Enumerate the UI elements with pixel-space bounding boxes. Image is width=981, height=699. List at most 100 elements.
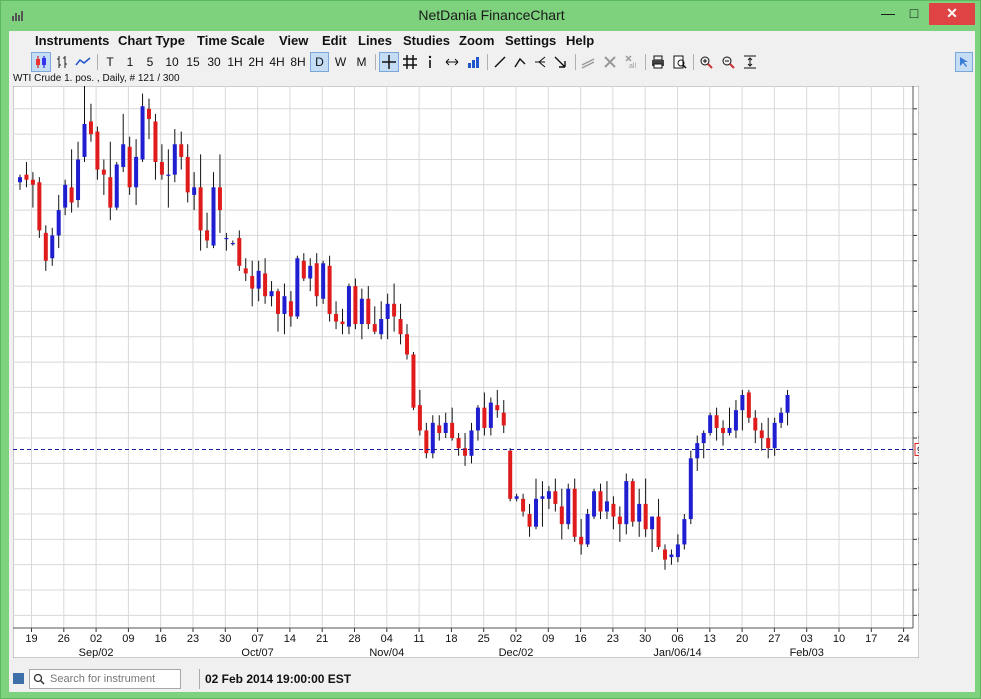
trend-up-button[interactable]: [511, 52, 529, 72]
grid-button[interactable]: [401, 52, 419, 72]
candle-body: [675, 544, 680, 558]
line-chart-button[interactable]: [73, 52, 93, 72]
candle-body: [592, 491, 597, 517]
y-tick-label: 99.0000: [918, 383, 919, 394]
grid-icon: [403, 55, 417, 69]
timescale-4h-button[interactable]: 4H: [269, 55, 285, 69]
timescale-15-button[interactable]: 15: [186, 55, 200, 69]
delete-button[interactable]: [601, 52, 619, 72]
print-preview-button[interactable]: [671, 52, 689, 72]
volume-button[interactable]: [465, 52, 483, 72]
candle-body: [443, 422, 448, 433]
candle-body: [695, 443, 700, 459]
candle-body: [321, 263, 326, 299]
zoom-out-button[interactable]: [719, 52, 737, 72]
print-button[interactable]: [649, 52, 667, 72]
candle-body: [527, 514, 532, 527]
menu-zoom[interactable]: Zoom: [459, 33, 495, 48]
y-tick-label: 106.0000: [918, 206, 919, 217]
candle-body: [437, 425, 442, 433]
timescale-2h-button[interactable]: 2H: [248, 55, 264, 69]
candlestick-button[interactable]: [31, 52, 51, 72]
zoom-in-button[interactable]: [697, 52, 715, 72]
toolbar-separator: [375, 54, 376, 70]
menu-view[interactable]: View: [279, 33, 309, 48]
candle-body: [140, 106, 145, 160]
candle-body: [430, 422, 435, 454]
toolbar-separator: [693, 54, 694, 70]
toolbar-separator: [575, 54, 576, 70]
crosshair-button[interactable]: [379, 52, 399, 72]
fork-button[interactable]: [531, 52, 549, 72]
app-logo-icon: [12, 11, 23, 21]
candle-body: [740, 394, 745, 411]
x-tick-label: 24: [897, 633, 909, 645]
timescale-w-button[interactable]: W: [334, 55, 347, 69]
y-tick-label: 94.0000: [918, 510, 919, 521]
fit-button[interactable]: [741, 52, 759, 72]
pointer-button[interactable]: [955, 52, 973, 72]
timescale-10-button[interactable]: 10: [165, 55, 179, 69]
x-tick-label: 27: [768, 633, 780, 645]
crosshair-icon: [382, 55, 396, 69]
delete-all-button[interactable]: all: [623, 52, 641, 72]
pan-button[interactable]: [443, 52, 461, 72]
close-button[interactable]: ✕: [929, 3, 975, 25]
arrow-button[interactable]: [551, 52, 569, 72]
x-tick-label: 04: [381, 633, 393, 645]
delete-all-icon: all: [625, 55, 636, 70]
parallel-lines-button[interactable]: [579, 52, 597, 72]
timescale-8h-button[interactable]: 8H: [290, 55, 306, 69]
chart-background: [12, 85, 920, 659]
candle-body: [56, 210, 61, 236]
timescale-m-button[interactable]: M: [356, 55, 367, 69]
menu-chart-type[interactable]: Chart Type: [118, 33, 185, 48]
menu-settings[interactable]: Settings: [505, 33, 557, 48]
timescale-30-button[interactable]: 30: [207, 55, 221, 69]
candle-body: [327, 265, 332, 314]
candle-body: [701, 432, 706, 444]
x-tick-label: 03: [801, 633, 813, 645]
maximize-button[interactable]: □: [909, 5, 919, 21]
timescale-t-button[interactable]: T: [106, 55, 114, 69]
x-tick-label: 13: [704, 633, 716, 645]
timescale-1h-button[interactable]: 1H: [227, 55, 243, 69]
zoom-out-icon: [722, 56, 735, 69]
candle-body: [617, 516, 622, 525]
timescale-d-button[interactable]: D: [310, 52, 329, 72]
bar-chart-button[interactable]: [53, 52, 71, 72]
candle-body: [211, 187, 216, 246]
menu-studies[interactable]: Studies: [403, 33, 450, 48]
menu-time-scale[interactable]: Time Scale: [197, 33, 265, 48]
candle-body: [585, 514, 590, 545]
candle-body: [766, 438, 771, 449]
timescale-5-button[interactable]: 5: [146, 55, 154, 69]
trend-line-button[interactable]: [491, 52, 509, 72]
minimize-button[interactable]: —: [881, 5, 895, 21]
chart-area[interactable]: 19 26 02 09 16 23 30 07 14 21 28 04 11 18 25 02 09 16 23 30…: [12, 85, 968, 659]
delete-icon: [604, 56, 616, 68]
x-tick-label: 20: [736, 633, 748, 645]
info-button[interactable]: [423, 52, 437, 72]
volume-icon: [468, 57, 479, 68]
candle-body: [340, 321, 345, 325]
status-square-icon: [13, 673, 24, 684]
candle-body: [346, 286, 351, 327]
candle-body: [192, 187, 197, 195]
menu-lines[interactable]: Lines: [358, 33, 392, 48]
candlestick-chart[interactable]: 19 26 02 09 16 23 30 07 14 21 28 04 11 18 25 02 09 16 23 30…: [12, 85, 968, 659]
x-month-label: Nov/04: [369, 647, 404, 658]
y-tick-label: 107.0000: [918, 181, 919, 192]
candle-body: [656, 516, 661, 547]
menu-help[interactable]: Help: [566, 33, 595, 48]
menu-instruments[interactable]: Instruments: [35, 33, 110, 48]
search-input[interactable]: Search for instrument: [29, 669, 181, 689]
title-bar[interactable]: NetDania FinanceChart — □ ✕: [1, 1, 981, 31]
menu-edit[interactable]: Edit: [322, 33, 347, 48]
candle-body: [166, 174, 171, 176]
trend-line-icon: [494, 56, 506, 68]
candle-body: [521, 498, 526, 512]
timescale-1-button[interactable]: 1: [126, 55, 134, 69]
candle-body: [63, 184, 68, 208]
candle-body: [217, 187, 222, 211]
